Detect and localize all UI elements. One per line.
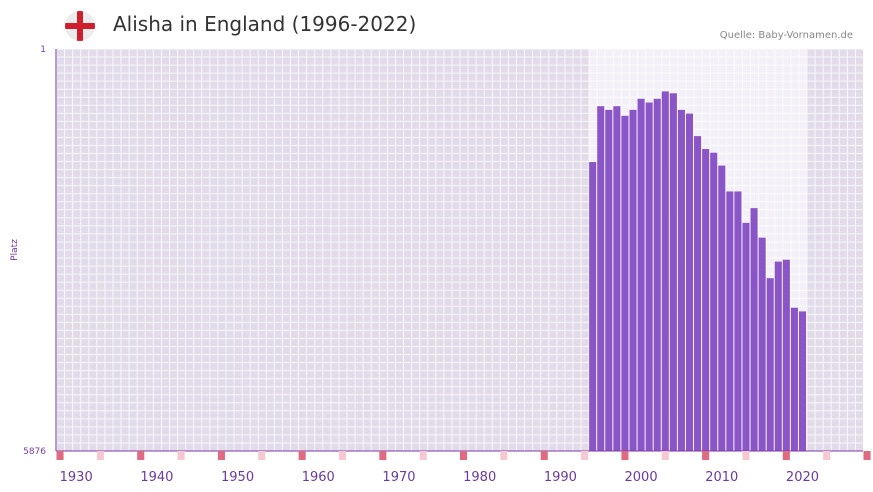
x-tick-label-2010: 2010 (705, 470, 738, 485)
axis-marker-1973 (419, 451, 427, 460)
axis-marker-2028 (863, 451, 871, 460)
axis-marker-1958 (298, 451, 306, 460)
bar-2001 (645, 102, 653, 452)
bar-2008 (702, 149, 710, 451)
bar-2009 (710, 152, 718, 452)
x-tick-label-1930: 1930 (60, 470, 93, 485)
bar-2004 (669, 93, 677, 452)
bar-2011 (726, 191, 734, 451)
bar-1997 (613, 106, 621, 452)
x-tick-label-1950: 1950 (221, 470, 254, 485)
bar-2014 (750, 208, 758, 451)
axis-marker-2023 (823, 451, 831, 460)
bar-2017 (774, 261, 782, 451)
axis-marker-1978 (460, 451, 468, 460)
bar-1996 (605, 109, 613, 452)
axis-marker-1928 (56, 451, 64, 460)
axis-marker-2008 (702, 451, 710, 460)
x-tick-label-2020: 2020 (786, 470, 819, 485)
source-link[interactable]: Quelle: Baby-Vornamen.de (719, 30, 853, 41)
bar-2018 (782, 259, 790, 451)
bar-2005 (677, 109, 685, 452)
x-tick-label-1960: 1960 (302, 470, 335, 485)
bar-2013 (742, 222, 750, 451)
bar-2012 (734, 191, 742, 451)
bar-1994 (589, 162, 597, 451)
y-tick-label-1: 1 (40, 45, 46, 55)
y-axis-label: Platz (10, 239, 20, 261)
grid-lines (56, 48, 864, 452)
bar-2007 (694, 136, 702, 451)
bar-2016 (766, 278, 774, 451)
bar-2019 (790, 307, 798, 451)
axis-marker-1993 (581, 451, 589, 460)
bar-1998 (621, 115, 629, 451)
axis-marker-2018 (782, 451, 790, 460)
x-tick-label-1970: 1970 (382, 470, 415, 485)
bar-2010 (718, 165, 726, 451)
bar-2002 (653, 98, 661, 452)
axis-marker-1933 (96, 451, 104, 460)
y-tick-label-5876: 5876 (23, 447, 46, 457)
x-tick-label-2000: 2000 (625, 470, 658, 485)
axis-marker-1988 (540, 451, 548, 460)
bar-1995 (597, 106, 605, 452)
axis-marker-1998 (621, 451, 629, 460)
bar-2015 (758, 237, 766, 451)
axis-marker-1963 (338, 451, 347, 460)
bar-2000 (637, 98, 645, 452)
axis-marker-1948 (217, 451, 225, 460)
axis-marker-2003 (661, 451, 669, 460)
bar-1999 (629, 109, 637, 452)
axis-marker-1983 (500, 451, 508, 460)
x-tick-label-1980: 1980 (463, 470, 496, 485)
chart-title: Alisha in England (1996-2022) (113, 12, 417, 36)
x-tick-label-1940: 1940 (140, 470, 173, 485)
bar-2020 (798, 311, 807, 451)
england-flag-icon (65, 11, 95, 41)
axis-marker-1938 (137, 451, 145, 460)
axis-marker-2013 (742, 451, 750, 460)
x-tick-label-1990: 1990 (544, 470, 577, 485)
axis-marker-1943 (177, 451, 185, 460)
bar-2006 (685, 113, 694, 452)
axis-marker-1968 (379, 451, 387, 460)
bar-2003 (661, 91, 669, 451)
axis-marker-1953 (258, 451, 266, 460)
